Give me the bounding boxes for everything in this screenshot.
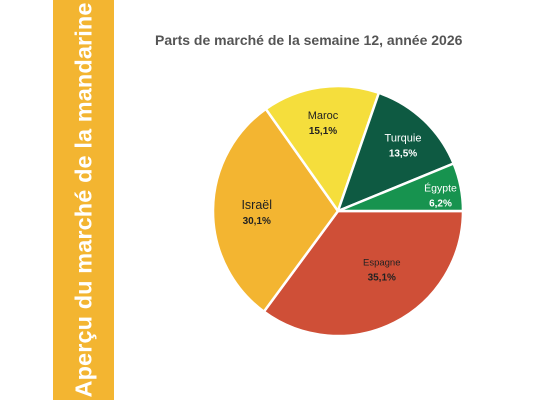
pie-slice-turquie xyxy=(336,91,455,213)
slice-value-espagne: 35,1% xyxy=(368,272,396,283)
slice-label-espagne: Espagne xyxy=(363,257,401,268)
slice-value-turquie: 13,5% xyxy=(389,149,417,160)
slice-label-israel: Israël xyxy=(241,198,272,212)
pie-slice-espagne xyxy=(262,209,465,338)
slice-label-egypte: Égypte xyxy=(424,182,457,195)
pie-slice-israel xyxy=(211,107,340,313)
slice-value-egypte: 6,2% xyxy=(429,199,452,210)
slice-value-maroc: 15,1% xyxy=(309,126,337,137)
slice-value-israel: 30,1% xyxy=(243,216,271,227)
slice-label-maroc: Maroc xyxy=(308,110,339,122)
pie-slice-egypte xyxy=(336,162,465,213)
chart-title: Parts de marché de la semaine 12, année … xyxy=(155,32,463,48)
pie-slice-maroc xyxy=(264,84,381,213)
side-banner xyxy=(53,0,114,400)
slice-label-turquie: Turquie xyxy=(385,133,422,145)
